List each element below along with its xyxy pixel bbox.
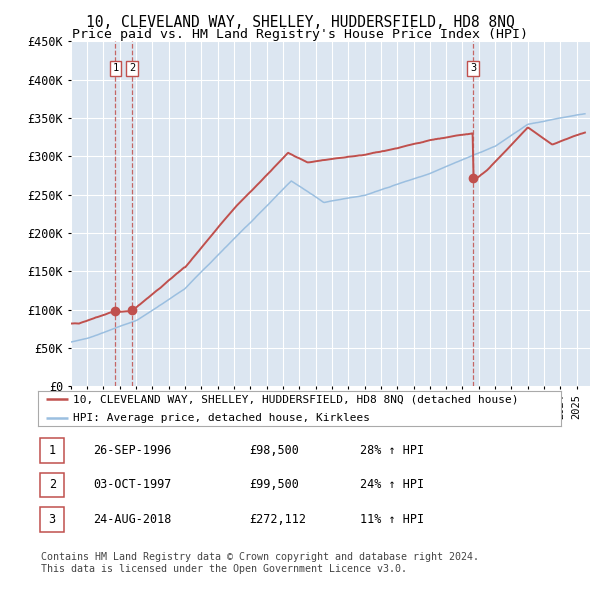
Text: £99,500: £99,500	[249, 478, 299, 491]
Text: 2: 2	[129, 63, 135, 73]
Text: Price paid vs. HM Land Registry's House Price Index (HPI): Price paid vs. HM Land Registry's House …	[72, 28, 528, 41]
Text: 10, CLEVELAND WAY, SHELLEY, HUDDERSFIELD, HD8 8NQ (detached house): 10, CLEVELAND WAY, SHELLEY, HUDDERSFIELD…	[73, 395, 519, 404]
Text: 03-OCT-1997: 03-OCT-1997	[93, 478, 172, 491]
Text: HPI: Average price, detached house, Kirklees: HPI: Average price, detached house, Kirk…	[73, 413, 370, 423]
Text: 1: 1	[112, 63, 118, 73]
Text: 11% ↑ HPI: 11% ↑ HPI	[360, 513, 424, 526]
Text: 26-SEP-1996: 26-SEP-1996	[93, 444, 172, 457]
Text: 2: 2	[49, 478, 56, 491]
Text: 10, CLEVELAND WAY, SHELLEY, HUDDERSFIELD, HD8 8NQ: 10, CLEVELAND WAY, SHELLEY, HUDDERSFIELD…	[86, 15, 514, 30]
Text: 1: 1	[49, 444, 56, 457]
Text: £272,112: £272,112	[249, 513, 306, 526]
Text: Contains HM Land Registry data © Crown copyright and database right 2024.
This d: Contains HM Land Registry data © Crown c…	[41, 552, 479, 574]
Text: 24-AUG-2018: 24-AUG-2018	[93, 513, 172, 526]
Text: 28% ↑ HPI: 28% ↑ HPI	[360, 444, 424, 457]
Text: £98,500: £98,500	[249, 444, 299, 457]
Text: 3: 3	[470, 63, 476, 73]
Text: 24% ↑ HPI: 24% ↑ HPI	[360, 478, 424, 491]
Text: 3: 3	[49, 513, 56, 526]
